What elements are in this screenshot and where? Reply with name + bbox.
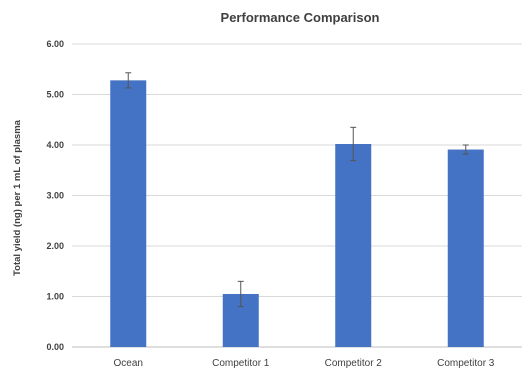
- error-bar: [350, 126, 357, 162]
- y-tick-label: 1.00: [46, 292, 64, 302]
- x-tick-label: Competitor 3: [437, 358, 495, 369]
- bars: [110, 80, 484, 348]
- x-tick-label: Competitor 1: [212, 358, 270, 369]
- y-axis-label: Total yield (ng) per 1 mL of plasma: [12, 119, 23, 276]
- gridlines: [72, 43, 522, 348]
- error-bar: [462, 144, 469, 155]
- y-tick-label: 6.00: [46, 39, 64, 49]
- y-tick-label: 2.00: [46, 241, 64, 251]
- y-tick-label: 3.00: [46, 191, 64, 201]
- bar: [110, 80, 147, 348]
- error-bar: [237, 280, 244, 308]
- chart-title: Performance Comparison: [221, 10, 380, 25]
- bar: [447, 149, 484, 347]
- y-tick-labels: 0.00 1.00 2.00 3.00 4.00 5.00 6.00: [46, 39, 64, 352]
- error-bars: [125, 72, 469, 308]
- y-tick-label: 0.00: [46, 342, 64, 352]
- y-tick-label: 5.00: [46, 90, 64, 100]
- bar: [335, 143, 372, 347]
- error-bar: [125, 72, 132, 89]
- x-tick-label: Competitor 2: [325, 358, 383, 369]
- y-tick-label: 4.00: [46, 140, 64, 150]
- x-tick-labels: Ocean Competitor 1 Competitor 2 Competitor …: [114, 358, 495, 369]
- x-tick-label: Ocean: [114, 358, 143, 369]
